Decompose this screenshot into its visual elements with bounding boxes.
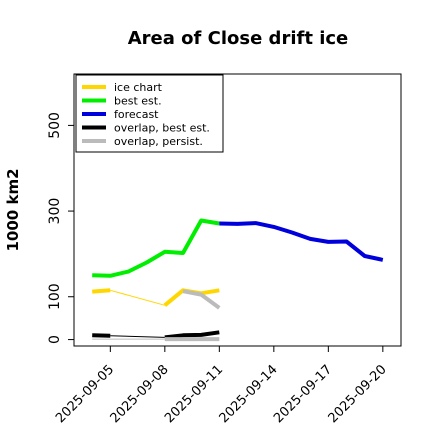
legend-label-overlap-persist: overlap, persist. <box>114 135 203 148</box>
series-line-best-est-1 <box>92 218 220 278</box>
series-layer <box>92 218 384 342</box>
series-line-overlap-best-est-2 <box>110 335 165 338</box>
y-tick-label: 0 <box>47 335 63 344</box>
x-axis-ticks: 2025-09-052025-09-082025-09-112025-09-14… <box>53 346 390 426</box>
series-line-ice-chart-1 <box>92 288 111 294</box>
legend-label-best-est: best est. <box>114 95 162 108</box>
series-forecast <box>219 221 384 262</box>
series-overlap-persist <box>92 289 221 342</box>
series-line-overlap-best-est-3 <box>164 330 220 340</box>
series-line-ice-chart-2 <box>110 289 165 306</box>
series-overlap-best-est <box>92 330 220 340</box>
series-line-forecast-1 <box>219 221 384 262</box>
plot-frame <box>73 73 402 347</box>
series-best-est <box>92 218 220 278</box>
legend-label-forecast: forecast <box>114 108 159 121</box>
chart-title: Area of Close drift ice <box>128 28 349 49</box>
legend-label-overlap-best-est: overlap, best est. <box>114 122 210 135</box>
y-axis-label: 1000 km2 <box>4 168 22 251</box>
x-tick-label: 2025-09-20 <box>326 362 390 426</box>
y-tick-label: 500 <box>47 112 63 139</box>
y-axis-ticks: 0 100 300 500 <box>47 112 74 344</box>
legend-label-ice-chart: ice chart <box>114 81 163 94</box>
series-line-overlap-persist-3 <box>182 289 221 310</box>
y-tick-label: 300 <box>47 198 63 225</box>
y-tick-label: 100 <box>47 283 63 310</box>
